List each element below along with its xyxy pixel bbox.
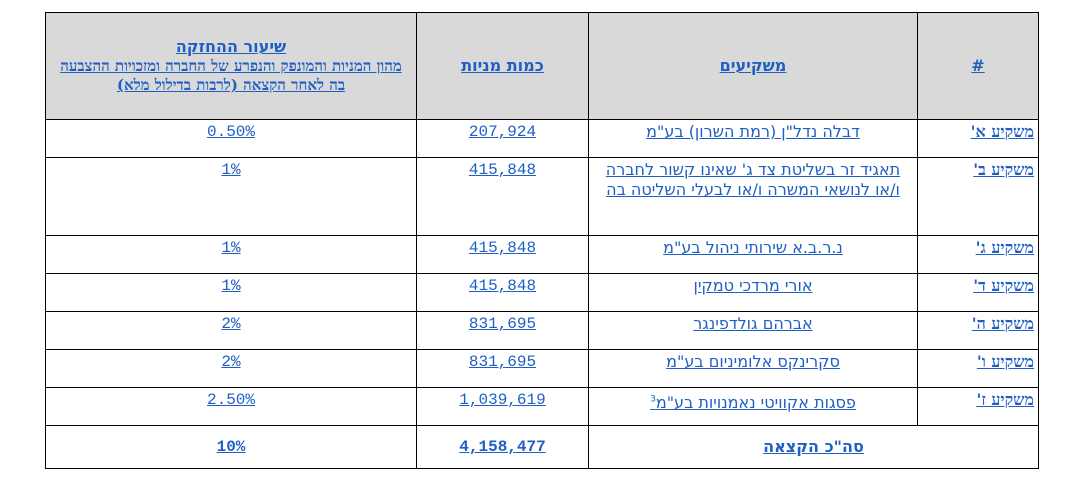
table-cell: 2.50%: [45, 387, 417, 426]
investor-name[interactable]: דבלה נדל"ן (רמת השרון) בע"מ: [646, 122, 860, 141]
header-rate-title[interactable]: שיעור ההחזקה: [175, 37, 287, 56]
holding-rate[interactable]: 2.50%: [206, 391, 255, 409]
holding-rate[interactable]: 0.50%: [206, 123, 255, 141]
table-cell: 1%: [45, 273, 417, 312]
investor-row: משקיע ד' אורי מרדכי טמקין 415,848 1%: [45, 273, 1039, 312]
table-cell: אורי מרדכי טמקין: [588, 273, 918, 312]
table-cell: דבלה נדל"ן (רמת השרון) בע"מ: [588, 119, 918, 158]
share-count[interactable]: 415,848: [468, 277, 537, 295]
table-cell: 2%: [45, 311, 417, 350]
table-cell: 4,158,477: [416, 425, 589, 469]
total-shares[interactable]: 4,158,477: [459, 438, 546, 456]
allocation-table: # משקיעים כמות מניות שיעור ההחזקה מהון המ…: [45, 12, 1039, 469]
table-cell: 415,848: [416, 235, 589, 274]
table-cell: נ.ר.ב.א שירותי ניהול בע"מ: [588, 235, 918, 274]
investor-label[interactable]: משקיע ב': [973, 160, 1034, 179]
investor-row: משקיע ב' תאגיד זר בשליטת צד ג' שאינו קשור…: [45, 157, 1039, 236]
table-cell: משקיע ב': [917, 157, 1039, 236]
table-cell: פסגות אקוויטי נאמנויות בע"מ3: [588, 387, 918, 426]
investor-label[interactable]: משקיע ז': [976, 390, 1034, 409]
table-cell: 0.50%: [45, 119, 417, 158]
header-shares[interactable]: כמות מניות: [461, 56, 544, 75]
table-cell: 415,848: [416, 273, 589, 312]
table-cell: 207,924: [416, 119, 589, 158]
investor-row: משקיע ז' פסגות אקוויטי נאמנויות בע"מ3 1,03…: [45, 387, 1039, 426]
footnote-marker: 3: [650, 395, 656, 405]
table-cell: 415,848: [416, 157, 589, 236]
total-label[interactable]: סה"כ הקצאה: [763, 437, 864, 456]
investor-row: משקיע ג' נ.ר.ב.א שירותי ניהול בע"מ 415,848…: [45, 235, 1039, 274]
holding-rate[interactable]: 1%: [221, 239, 241, 257]
table-cell: משקיע ה': [917, 311, 1039, 350]
table-cell: משקיע ז': [917, 387, 1039, 426]
investor-row: משקיע ו' סקרינקס אלומיניום בע"מ 831,695 2%: [45, 349, 1039, 388]
header-cell: כמות מניות: [416, 12, 589, 120]
share-count[interactable]: 207,924: [468, 123, 537, 141]
table-cell: סקרינקס אלומיניום בע"מ: [588, 349, 918, 388]
table-body: משקיע א' דבלה נדל"ן (רמת השרון) בע"מ 207,9…: [45, 119, 1039, 469]
share-count[interactable]: 415,848: [468, 161, 537, 179]
table-cell: משקיע ו': [917, 349, 1039, 388]
header-investors[interactable]: משקיעים: [719, 56, 787, 75]
header-cell: #: [917, 12, 1039, 120]
investor-label[interactable]: משקיע ו': [976, 352, 1034, 371]
header-rate-note[interactable]: מהון המניות והמונפק והנפרע של החברה ומזכ…: [60, 57, 402, 94]
table-cell: אברהם גולדפינגר: [588, 311, 918, 350]
table-cell: 1%: [45, 157, 417, 236]
investor-name[interactable]: פסגות אקוויטי נאמנויות בע"מ3: [650, 393, 856, 413]
header-row: # משקיעים כמות מניות שיעור ההחזקה מהון המ…: [45, 12, 1039, 120]
table-cell: משקיע ג': [917, 235, 1039, 274]
share-count[interactable]: 831,695: [468, 353, 537, 371]
table-cell: 1,039,619: [416, 387, 589, 426]
header-number[interactable]: #: [971, 56, 985, 75]
table-cell: 1%: [45, 235, 417, 274]
share-count[interactable]: 1,039,619: [459, 391, 546, 409]
investor-name[interactable]: נ.ר.ב.א שירותי ניהול בע"מ: [663, 238, 843, 257]
table-cell: סה"כ הקצאה: [588, 425, 1039, 469]
investor-label[interactable]: משקיע ה': [971, 314, 1034, 333]
holding-rate[interactable]: 2%: [221, 315, 241, 333]
header-cell: משקיעים: [588, 12, 918, 120]
table-cell: תאגיד זר בשליטת צד ג' שאינו קשור לחברה ו…: [588, 157, 918, 236]
investor-name[interactable]: סקרינקס אלומיניום בע"מ: [666, 352, 840, 371]
header-cell: שיעור ההחזקה מהון המניות והמונפק והנפרע ש…: [45, 12, 417, 120]
investor-row: משקיע א' דבלה נדל"ן (רמת השרון) בע"מ 207,9…: [45, 119, 1039, 158]
investor-row: משקיע ה' אברהם גולדפינגר 831,695 2%: [45, 311, 1039, 350]
table-cell: 2%: [45, 349, 417, 388]
investor-name[interactable]: אורי מרדכי טמקין: [693, 276, 813, 295]
investor-name[interactable]: תאגיד זר בשליטת צד ג' שאינו קשור לחברה ו…: [605, 160, 901, 199]
table-cell: 10%: [45, 425, 417, 469]
investor-label[interactable]: משקיע א': [970, 122, 1034, 141]
holding-rate[interactable]: 2%: [221, 353, 241, 371]
table-cell: 831,695: [416, 349, 589, 388]
share-count[interactable]: 415,848: [468, 239, 537, 257]
table-cell: משקיע א': [917, 119, 1039, 158]
holding-rate[interactable]: 1%: [221, 161, 241, 179]
table-cell: 831,695: [416, 311, 589, 350]
investor-name[interactable]: אברהם גולדפינגר: [693, 314, 813, 333]
investor-label[interactable]: משקיע ג': [975, 238, 1034, 257]
total-row: סה"כ הקצאה 4,158,477 10%: [45, 425, 1039, 469]
total-rate[interactable]: 10%: [216, 438, 246, 456]
share-count[interactable]: 831,695: [468, 315, 537, 333]
investor-label[interactable]: משקיע ד': [973, 276, 1034, 295]
table-cell: משקיע ד': [917, 273, 1039, 312]
holding-rate[interactable]: 1%: [221, 277, 241, 295]
